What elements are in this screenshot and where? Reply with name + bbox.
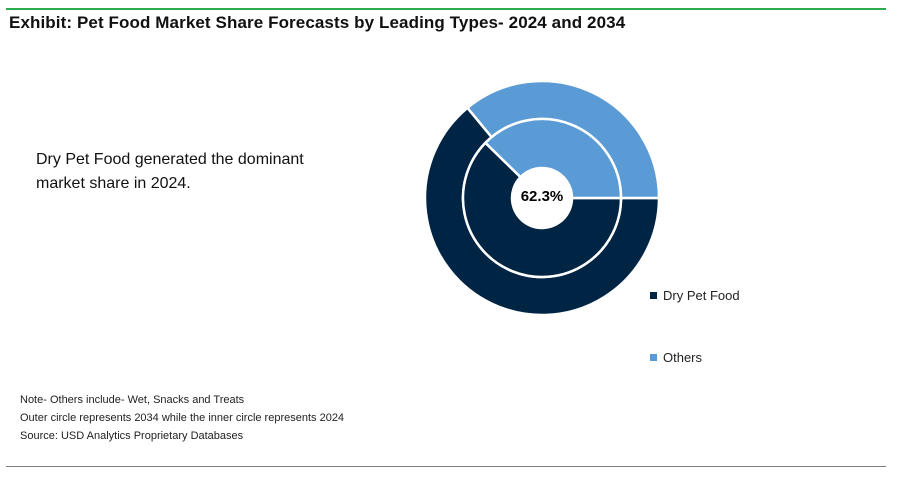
note-line: Outer circle represents 2034 while the i…: [20, 412, 345, 424]
center-label: 62.3%: [521, 188, 564, 205]
bottom-rule: [6, 466, 886, 467]
legend-item-others: Others: [650, 350, 702, 365]
legend-item-dry-pet-food: Dry Pet Food: [650, 288, 740, 303]
legend-label-dry-pet-food: Dry Pet Food: [663, 288, 740, 303]
note-line: Note- Others include- Wet, Snacks and Tr…: [20, 394, 245, 406]
inner-ring: [461, 117, 623, 279]
callout-text: Dry Pet Food generated the dominant mark…: [36, 151, 304, 192]
note-line: Source: USD Analytics Proprietary Databa…: [20, 430, 244, 442]
top-rule: [6, 8, 886, 10]
inner-slice-dry-pet-food: [461, 141, 623, 279]
inner-slice-others: [483, 117, 623, 200]
legend-label-others: Others: [663, 350, 703, 365]
legend-swatch-dry-pet-food: [650, 292, 657, 299]
chart-title: Exhibit: Pet Food Market Share Forecasts…: [9, 13, 626, 32]
legend-swatch-others: [650, 354, 657, 361]
footnotes: Note- Others include- Wet, Snacks and Tr…: [20, 391, 344, 445]
